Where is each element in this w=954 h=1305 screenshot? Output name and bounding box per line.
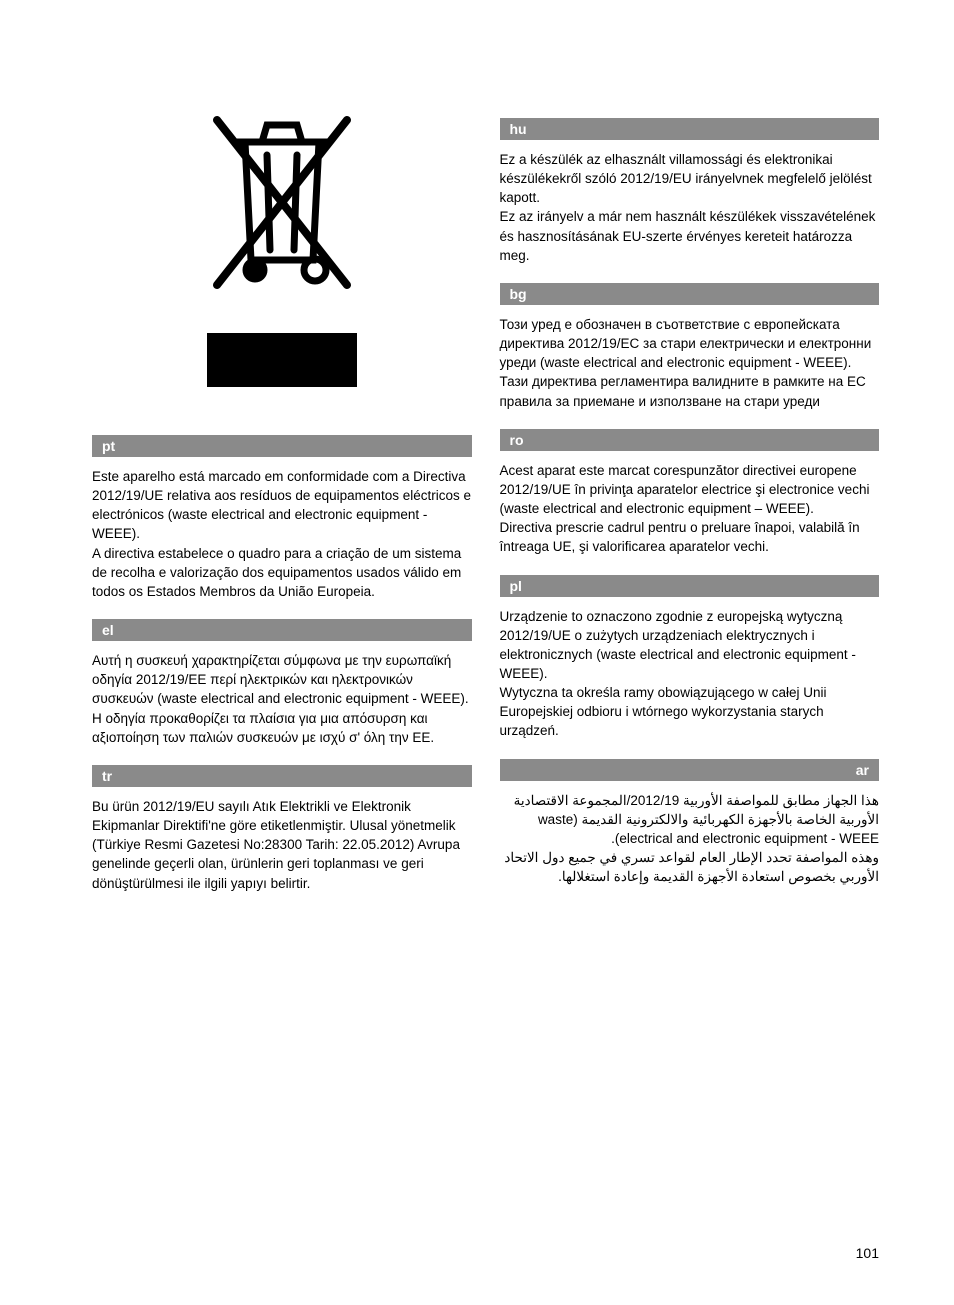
lang-tag-pl: pl: [500, 575, 880, 597]
two-column-layout: pt Este aparelho está marcado em conformi…: [92, 100, 879, 893]
lang-tag-el: el: [92, 619, 472, 641]
lang-text-ro: Acest aparat este marcat corespunzător d…: [500, 461, 880, 557]
lang-text-bg: Този уред е обозначен в съответствие с е…: [500, 315, 880, 411]
lang-tag-ar: ar: [500, 759, 880, 781]
page-number: 101: [856, 1245, 879, 1261]
lang-text-pl: Urządzenie to oznaczono zgodnie z europe…: [500, 607, 880, 741]
weee-crossed-bin-icon: [197, 100, 367, 305]
left-column: pt Este aparelho está marcado em conformi…: [92, 100, 472, 893]
lang-tag-ro: ro: [500, 429, 880, 451]
lang-tag-tr: tr: [92, 765, 472, 787]
lang-text-pt: Este aparelho está marcado em conformida…: [92, 467, 472, 601]
lang-tag-hu: hu: [500, 118, 880, 140]
lang-text-ar: هذا الجهاز مطابق للمواصفة الأوربية 2012/…: [500, 791, 880, 887]
lang-text-tr: Bu ürün 2012/19/EU sayılı Atık Elektrikl…: [92, 797, 472, 893]
right-column: hu Ez a készülék az elhasznált villamossá…: [500, 100, 880, 893]
lang-text-hu: Ez a készülék az elhasznált villamossági…: [500, 150, 880, 265]
weee-black-bar: [207, 333, 357, 387]
lang-text-el: Αυτή η συσκευή χαρακτηρίζεται σύμφωνα με…: [92, 651, 472, 747]
lang-tag-pt: pt: [92, 435, 472, 457]
weee-icon-block: [92, 100, 472, 387]
lang-tag-bg: bg: [500, 283, 880, 305]
